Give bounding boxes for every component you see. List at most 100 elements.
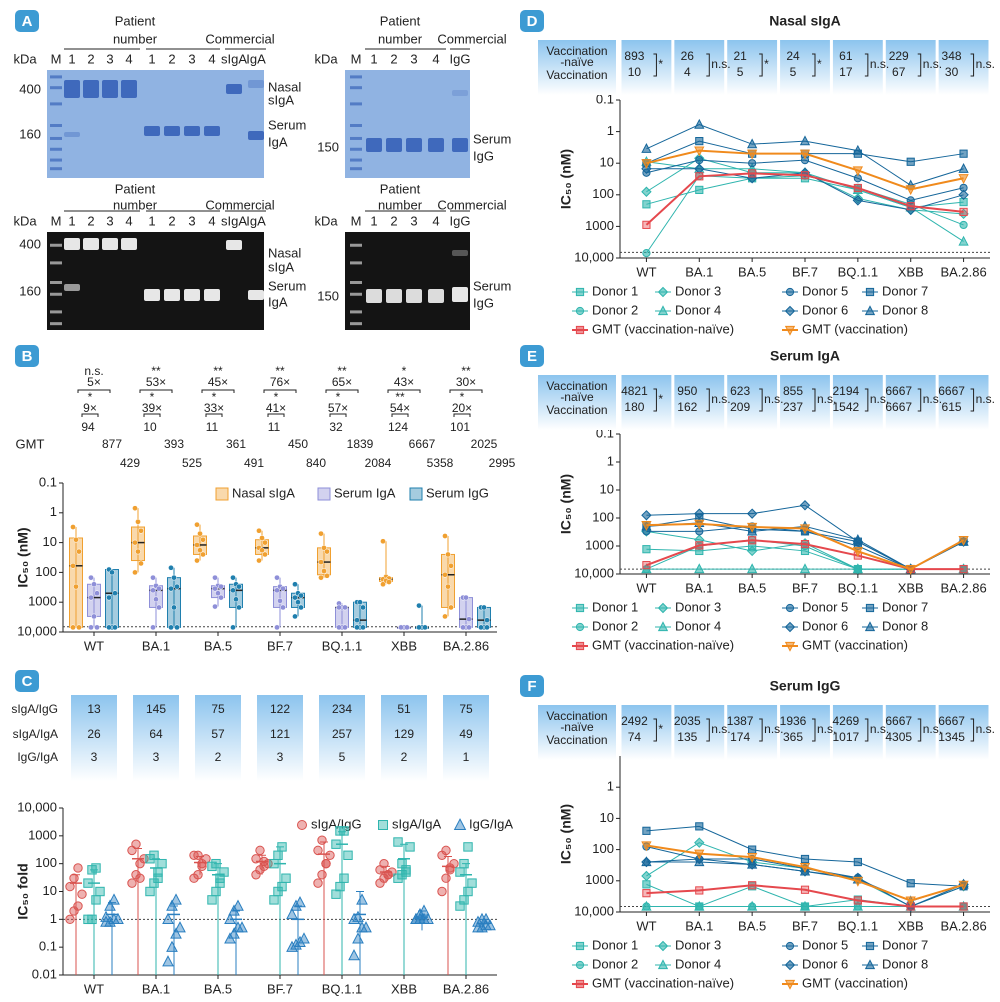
data-point (212, 585, 218, 592)
gmt-value: 6667 (409, 437, 436, 451)
header-value: 67 (892, 65, 906, 79)
legend-marker (575, 306, 585, 316)
data-point (694, 900, 705, 911)
data-point (150, 624, 156, 631)
data-point (150, 574, 156, 581)
marker-lane-label: M (51, 213, 62, 228)
series-line (646, 884, 964, 908)
x-tick-label: BA.1 (142, 638, 170, 653)
header-value: 365 (783, 730, 803, 744)
gmt-label: GMT (16, 436, 45, 451)
error-bar (108, 902, 116, 975)
data-point (852, 547, 864, 558)
bracket (970, 718, 975, 742)
bracket (329, 413, 347, 417)
table-value: 145 (146, 702, 166, 716)
x-tick-label: XBB (898, 580, 924, 595)
legend-label: Serum IgA (334, 485, 396, 500)
bracket (917, 53, 922, 77)
y-axis-label: IC₅₀ (nM) (558, 149, 574, 209)
error-bar (196, 856, 204, 875)
table-value: 129 (394, 727, 414, 741)
data-point (852, 534, 864, 544)
data-point (404, 624, 410, 631)
band-label: Nasal (268, 79, 301, 94)
significance: n.s. (976, 57, 995, 71)
marker-lane-label: M (351, 213, 362, 228)
table-value: 1 (463, 750, 470, 764)
data-point (641, 900, 652, 911)
table-value: 26 (87, 727, 101, 741)
header-value: 4269 (833, 714, 860, 728)
y-tick-label: 100 (592, 841, 614, 856)
data-point (94, 590, 100, 597)
header-cell (727, 40, 778, 95)
data-point (91, 863, 101, 873)
band-label: Serum (268, 117, 306, 132)
data-point (405, 842, 415, 852)
data-point (959, 564, 968, 574)
header-value: 30 (945, 65, 959, 79)
series-line (646, 504, 964, 570)
mw-label: 150 (317, 139, 339, 154)
panel-letter: E (527, 348, 537, 365)
panel-badge (15, 10, 39, 32)
header-cell (885, 40, 936, 95)
header-value: 162 (677, 400, 697, 414)
data-point (132, 539, 138, 546)
data-point (380, 538, 386, 545)
data-point (324, 548, 330, 555)
header-value: 5 (790, 65, 797, 79)
fold-label: 41× (266, 401, 286, 415)
legend-marker (575, 960, 585, 970)
data-point (852, 900, 864, 911)
gmt-value: 1839 (347, 437, 374, 451)
y-tick-label: 10 (600, 155, 614, 170)
x-tick-label: BA.5 (738, 580, 766, 595)
data-point (641, 143, 652, 153)
bracket (139, 389, 173, 393)
data-point (274, 624, 280, 631)
header-value: 209 (730, 400, 750, 414)
legend-marker (575, 941, 585, 951)
data-point (695, 541, 704, 550)
significance: * (150, 390, 155, 404)
significance: n.s. (870, 392, 889, 406)
data-point (255, 845, 265, 856)
header-value: 2194 (833, 384, 860, 398)
data-point (386, 579, 392, 585)
group-label: Patient (380, 181, 421, 196)
header-value: 6667 (885, 384, 912, 398)
header-cell (938, 375, 989, 430)
band-label: sIgA (268, 92, 294, 107)
header-value: 1017 (833, 730, 860, 744)
data-point (748, 845, 757, 854)
header-value: 623 (730, 384, 750, 398)
data-point (336, 604, 342, 611)
legend-label: Donor 7 (882, 599, 928, 614)
box (459, 597, 473, 628)
table-cell (133, 695, 179, 781)
legend-label: IgG/IgA (469, 816, 513, 831)
y-tick-label: 1 (607, 779, 614, 794)
legend-marker (657, 305, 669, 316)
legend-label: GMT (vaccination-naïve) (592, 975, 734, 990)
legend-marker (784, 959, 796, 971)
data-point (959, 207, 968, 217)
data-point (958, 174, 969, 185)
data-point (641, 521, 652, 531)
legend-label: Donor 8 (882, 302, 928, 317)
error-bar (480, 918, 488, 931)
legend-marker (453, 818, 467, 830)
data-point (104, 899, 116, 911)
y-tick-label: 1000 (585, 872, 614, 887)
data-point (256, 557, 262, 564)
table-value: 3 (91, 750, 98, 764)
data-point (65, 914, 75, 925)
band-label: IgA (268, 134, 288, 149)
y-tick-label: 1 (50, 911, 57, 926)
row-label: -naïve (560, 720, 594, 734)
data-point (799, 900, 811, 911)
header-value: 6667 (938, 714, 965, 728)
y-axis-label: IC₅₀ (nM) (558, 804, 574, 864)
